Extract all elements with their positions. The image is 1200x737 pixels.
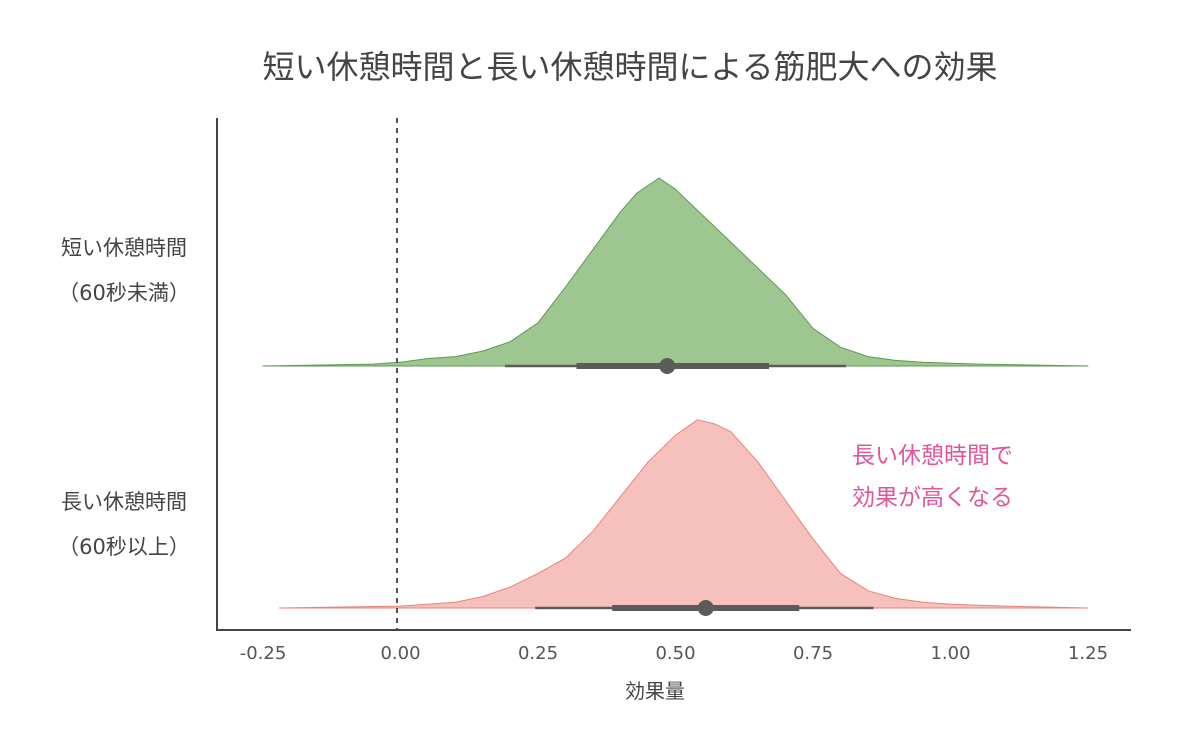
- long-rest-density: [279, 419, 1089, 609]
- annotation-line1: 長い休憩時間で: [852, 443, 1013, 469]
- annotation-line2: 効果が高くなる: [852, 485, 1013, 511]
- chart-title: 短い休憩時間と長い休憩時間による筋肥大への効果: [262, 48, 997, 86]
- series-layer: [262, 177, 1089, 609]
- short-rest-density: [262, 177, 1089, 367]
- x-tick-label-3: 0.50: [655, 643, 695, 664]
- series-long-label-line2: （60秒以上）: [58, 535, 190, 559]
- short-rest-point-estimate: [659, 358, 676, 374]
- x-tick-label-6: 1.25: [1068, 643, 1108, 664]
- x-tick-label-4: 0.75: [793, 643, 833, 664]
- x-axis-label: 効果量: [625, 679, 685, 703]
- x-ticks: -0.25 0.00 0.25 0.50 0.75 1.00 1.25: [240, 643, 1108, 664]
- intervals-layer: [505, 358, 874, 616]
- long-rest-point-estimate: [697, 600, 714, 616]
- x-tick-label-0: -0.25: [240, 643, 287, 664]
- x-tick-label-2: 0.25: [518, 643, 558, 664]
- x-tick-label-1: 0.00: [380, 643, 420, 664]
- x-tick-label-5: 1.00: [930, 643, 970, 664]
- series-short-label-line2: （60秒未満）: [58, 281, 190, 305]
- series-short-label-line1: 短い休憩時間: [61, 236, 187, 260]
- series-long-label-line1: 長い休憩時間: [61, 490, 187, 514]
